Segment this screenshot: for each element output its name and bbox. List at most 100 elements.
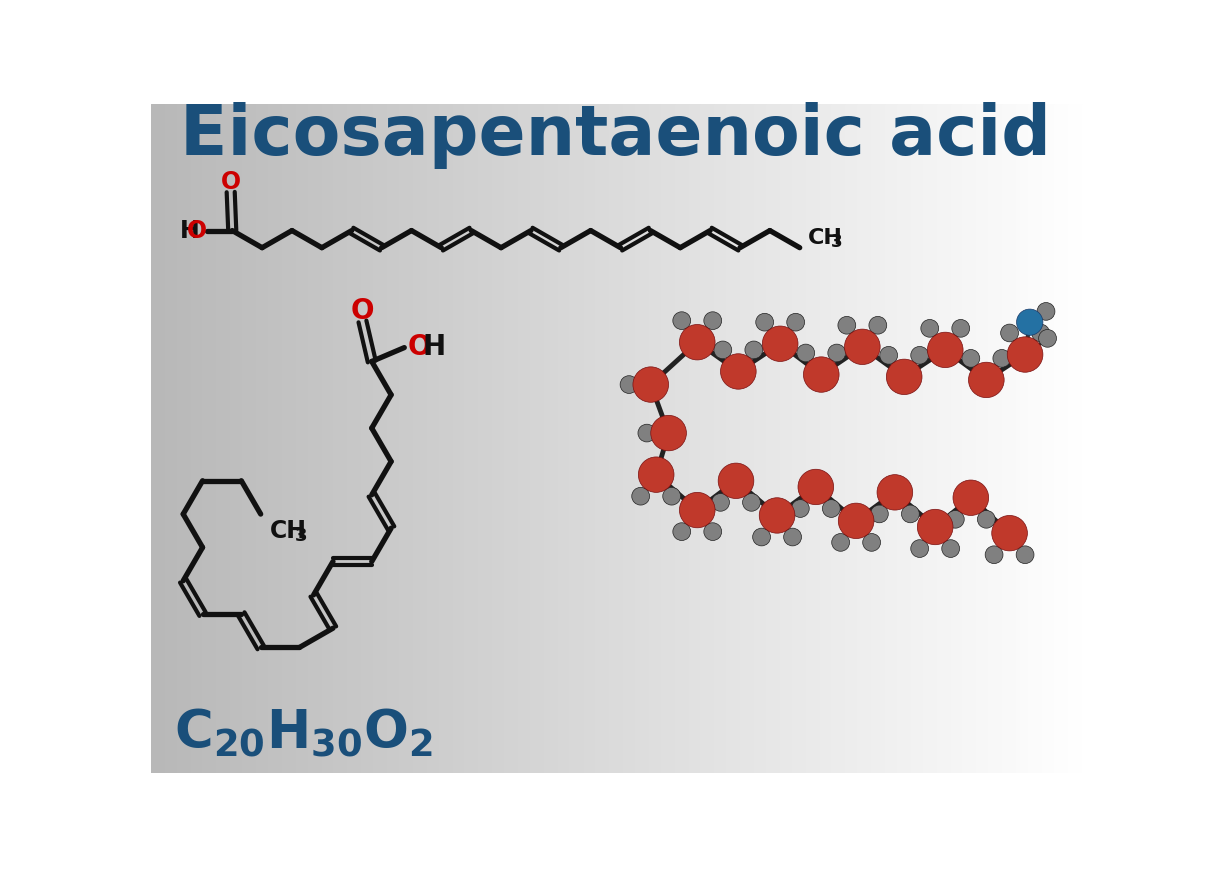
Bar	[495, 104, 497, 773]
Bar	[997, 104, 999, 773]
Bar	[658, 104, 660, 773]
Bar	[590, 104, 593, 773]
Bar	[497, 104, 500, 773]
Bar	[775, 104, 777, 773]
Bar	[812, 104, 815, 773]
Circle shape	[863, 534, 881, 551]
Bar	[750, 104, 752, 773]
Bar	[1021, 104, 1024, 773]
Bar	[319, 104, 321, 773]
Bar	[165, 104, 168, 773]
Bar	[834, 104, 836, 773]
Bar	[567, 104, 570, 773]
Bar	[588, 104, 590, 773]
Bar	[445, 104, 448, 773]
Bar	[385, 104, 387, 773]
Circle shape	[663, 488, 681, 505]
Bar	[508, 104, 511, 773]
Bar	[1028, 104, 1030, 773]
Bar	[343, 104, 345, 773]
Bar	[216, 104, 218, 773]
Bar	[352, 104, 355, 773]
Bar	[373, 104, 375, 773]
Bar	[200, 104, 203, 773]
Circle shape	[822, 500, 840, 517]
Bar	[226, 104, 228, 773]
Circle shape	[1008, 337, 1043, 372]
Bar	[393, 104, 396, 773]
Circle shape	[804, 357, 839, 392]
Bar	[1034, 104, 1037, 773]
Bar	[507, 104, 508, 773]
Bar	[617, 104, 619, 773]
Circle shape	[783, 528, 801, 546]
Bar	[917, 104, 920, 773]
Bar	[729, 104, 731, 773]
Bar	[962, 104, 964, 773]
Bar	[972, 104, 974, 773]
Circle shape	[886, 359, 922, 395]
Bar	[911, 104, 914, 773]
Bar	[1019, 104, 1021, 773]
Bar	[375, 104, 378, 773]
Bar	[540, 104, 542, 773]
Circle shape	[839, 503, 874, 539]
Bar	[810, 104, 812, 773]
Bar	[296, 104, 298, 773]
Bar	[422, 104, 425, 773]
Bar	[1077, 104, 1079, 773]
Bar	[321, 104, 323, 773]
Bar	[869, 104, 871, 773]
Bar	[261, 104, 263, 773]
Bar	[1009, 104, 1011, 773]
Circle shape	[992, 515, 1027, 551]
Bar	[406, 104, 408, 773]
Bar	[979, 104, 981, 773]
Bar	[850, 104, 852, 773]
Bar	[879, 104, 880, 773]
Circle shape	[954, 480, 989, 515]
Circle shape	[946, 510, 964, 528]
Bar	[707, 104, 710, 773]
Bar	[462, 104, 465, 773]
Bar	[960, 104, 962, 773]
Bar	[654, 104, 657, 773]
Bar	[946, 104, 949, 773]
Circle shape	[753, 528, 770, 546]
Bar	[1079, 104, 1081, 773]
Bar	[286, 104, 288, 773]
Bar	[570, 104, 572, 773]
Bar	[1054, 104, 1056, 773]
Bar	[380, 104, 383, 773]
Bar	[595, 104, 597, 773]
Bar	[317, 104, 319, 773]
Bar	[762, 104, 764, 773]
Bar	[857, 104, 859, 773]
Bar	[218, 104, 221, 773]
Bar	[929, 104, 932, 773]
Bar	[752, 104, 754, 773]
Bar	[787, 104, 789, 773]
Bar	[794, 104, 797, 773]
Bar	[874, 104, 876, 773]
Bar	[483, 104, 485, 773]
Bar	[338, 104, 340, 773]
Bar	[807, 104, 810, 773]
Bar	[677, 104, 680, 773]
Bar	[203, 104, 205, 773]
Bar	[841, 104, 842, 773]
Circle shape	[911, 540, 928, 557]
Bar	[1002, 104, 1004, 773]
Bar	[665, 104, 667, 773]
Bar	[862, 104, 864, 773]
Bar	[822, 104, 824, 773]
Bar	[1011, 104, 1014, 773]
Bar	[976, 104, 979, 773]
Bar	[984, 104, 986, 773]
Bar	[1084, 104, 1086, 773]
Circle shape	[792, 500, 809, 517]
Bar	[1059, 104, 1061, 773]
Bar	[476, 104, 478, 773]
Bar	[280, 104, 281, 773]
Bar	[243, 104, 244, 773]
